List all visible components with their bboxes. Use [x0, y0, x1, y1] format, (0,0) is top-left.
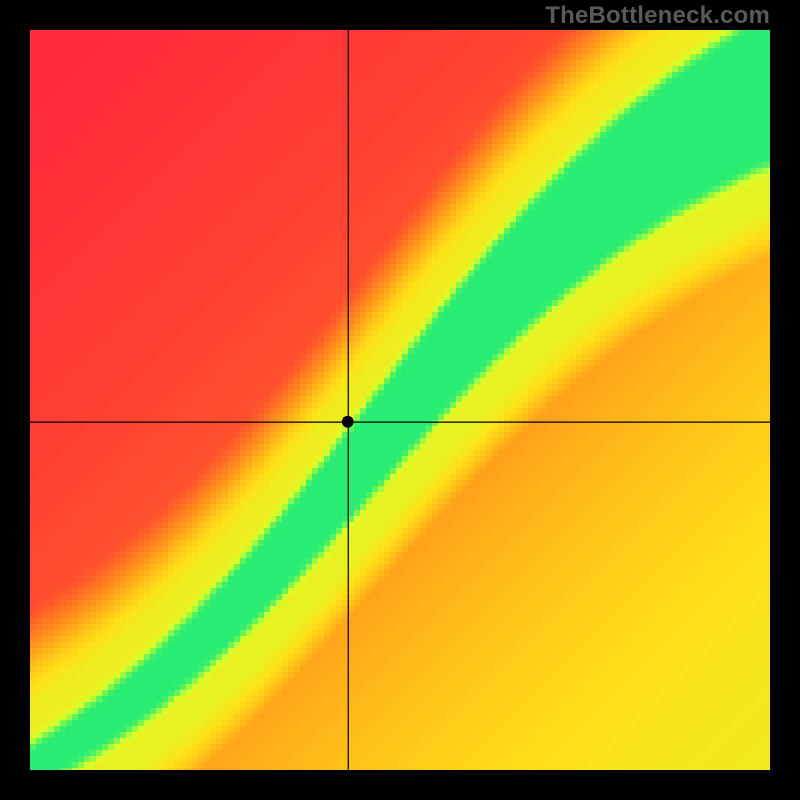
watermark-text: TheBottleneck.com [545, 2, 770, 30]
bottleneck-heatmap [30, 30, 770, 770]
chart-container: TheBottleneck.com [0, 0, 800, 800]
